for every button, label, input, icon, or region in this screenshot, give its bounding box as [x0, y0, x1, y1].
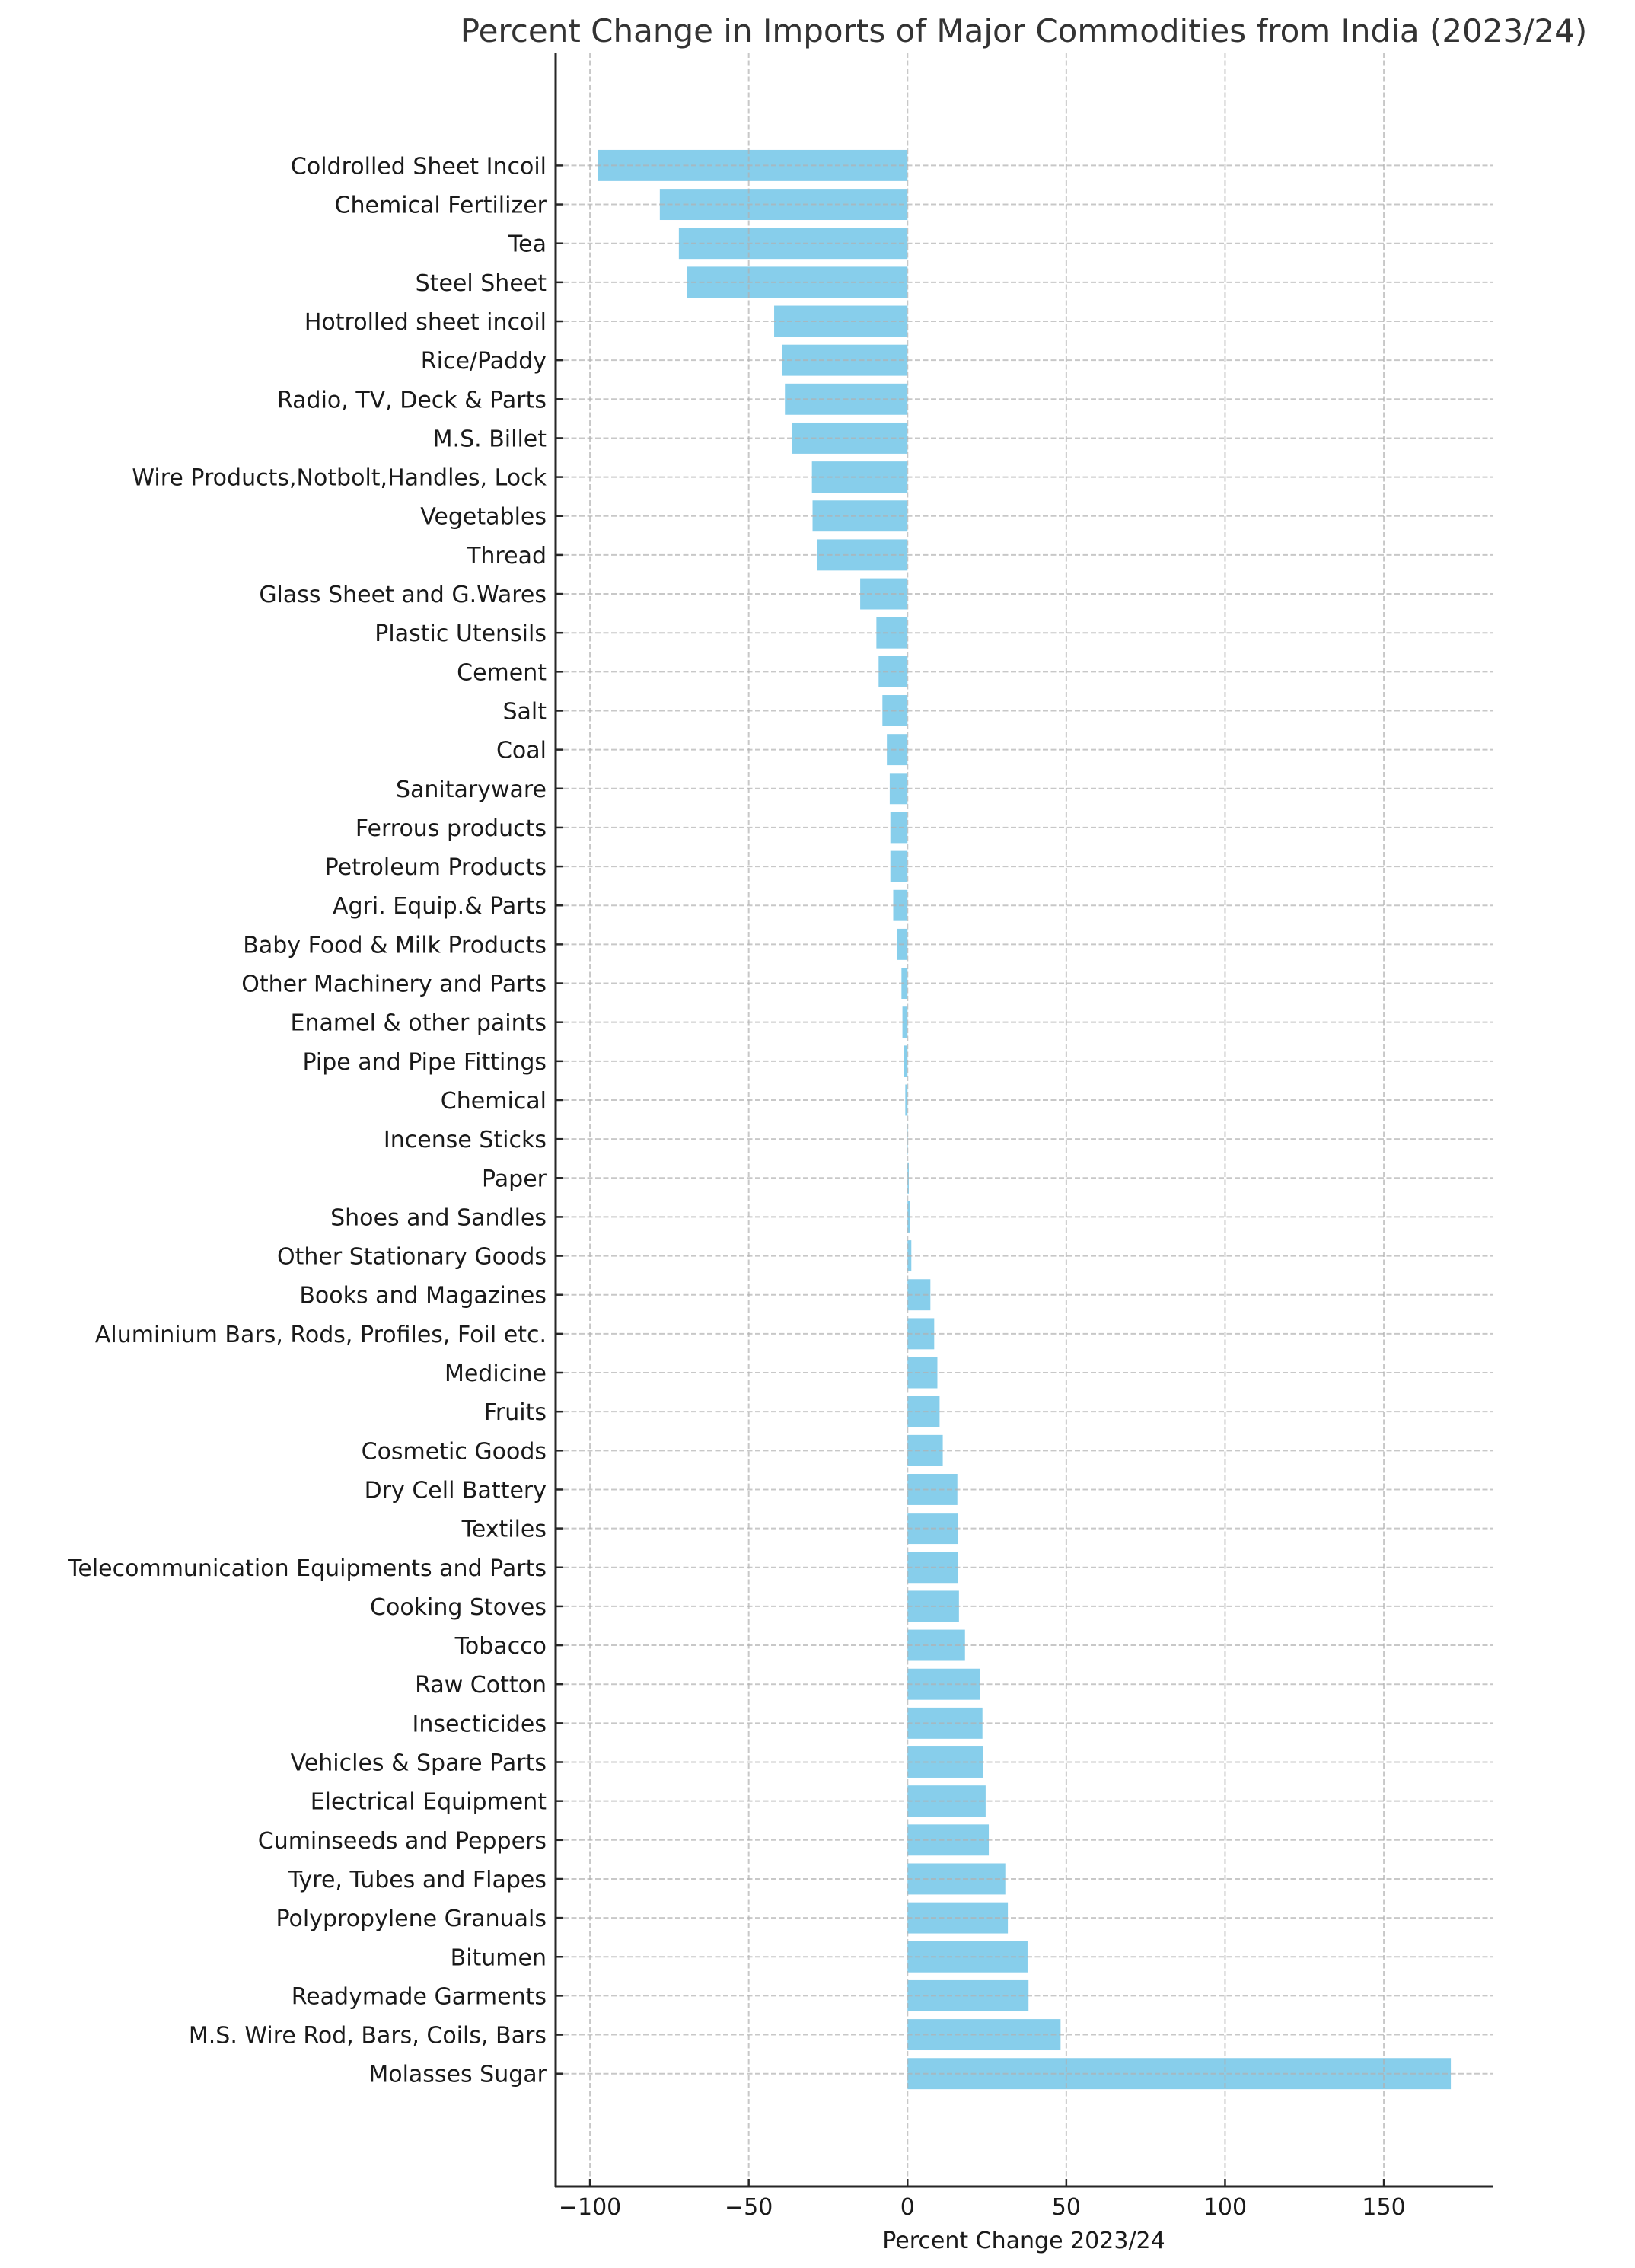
- y-tick-label: Medicine: [445, 1360, 547, 1387]
- y-tick-label: Coldrolled Sheet Incoil: [291, 153, 547, 180]
- x-tick-label: 0: [900, 2194, 915, 2221]
- y-tick-label: Sanitaryware: [396, 777, 547, 803]
- y-tick-label: Fruits: [484, 1399, 547, 1426]
- y-tick-label: Plastic Utensils: [374, 620, 547, 647]
- y-tick-label: Paper: [482, 1166, 547, 1192]
- x-tick-label: 100: [1203, 2194, 1247, 2221]
- y-tick-label: Cosmetic Goods: [362, 1438, 547, 1465]
- y-tick-label: Tyre, Tubes and Flapes: [288, 1867, 547, 1893]
- bar: [890, 812, 908, 844]
- y-axis-ticks: Coldrolled Sheet Incoil Chemical Fertiliz…: [67, 153, 563, 2088]
- x-tick-label: −50: [725, 2194, 773, 2221]
- x-axis-ticks: −100 −50 0 50 100 150: [559, 2179, 1406, 2221]
- y-tick-label: Readymade Garments: [292, 1983, 547, 2010]
- bar: [890, 850, 908, 882]
- y-tick-label: Chemical: [441, 1088, 547, 1115]
- y-tick-label: Textiles: [461, 1517, 547, 1543]
- bar: [792, 422, 908, 454]
- y-tick-label: Molasses Sugar: [368, 2062, 547, 2088]
- x-tick-label: 150: [1362, 2194, 1405, 2221]
- y-tick-label: Raw Cotton: [415, 1672, 547, 1699]
- bar: [678, 228, 908, 260]
- y-tick-label: M.S. Wire Rod, Bars, Coils, Bars: [189, 2023, 547, 2049]
- y-tick-label: Ferrous products: [355, 815, 547, 842]
- y-tick-label: Incense Sticks: [384, 1127, 547, 1153]
- y-tick-label: Coal: [496, 738, 547, 764]
- x-axis-label: Percent Change 2023/24: [882, 2228, 1165, 2254]
- y-tick-label: Insecticides: [413, 1711, 547, 1737]
- y-tick-label: Salt: [502, 698, 547, 725]
- y-tick-label: M.S. Billet: [433, 426, 547, 452]
- bar: [901, 968, 908, 999]
- y-tick-label: Rice/Paddy: [421, 348, 547, 375]
- y-tick-label: Telecommunication Equipments and Parts: [67, 1555, 547, 1582]
- y-tick-label: Radio, TV, Deck & Parts: [277, 387, 547, 413]
- y-tick-label: Thread: [466, 543, 547, 569]
- y-tick-label: Steel Sheet: [416, 270, 547, 297]
- y-tick-label: Cuminseeds and Peppers: [258, 1828, 547, 1855]
- y-tick-label: Cement: [457, 659, 547, 686]
- bar: [887, 734, 908, 766]
- y-tick-label: Other Machinery and Parts: [241, 971, 547, 998]
- y-tick-label: Baby Food & Milk Products: [243, 932, 547, 959]
- y-tick-label: Petroleum Products: [325, 854, 547, 881]
- y-tick-label: Dry Cell Battery: [365, 1477, 547, 1504]
- bars-group: [598, 149, 1452, 2090]
- y-tick-label: Other Stationary Goods: [277, 1244, 547, 1271]
- y-tick-label: Tea: [508, 231, 547, 258]
- y-tick-label: Cooking Stoves: [370, 1594, 547, 1621]
- bar: [902, 1006, 908, 1038]
- y-tick-label: Enamel & other paints: [291, 1010, 547, 1037]
- y-tick-label: Polypropylene Granuals: [276, 1906, 547, 1932]
- x-tick-label: 50: [1052, 2194, 1081, 2221]
- bar: [905, 1084, 908, 1116]
- y-tick-label: Tobacco: [454, 1633, 547, 1660]
- x-tick-label: −100: [559, 2194, 621, 2221]
- y-tick-label: Vegetables: [420, 504, 547, 531]
- y-tick-label: Electrical Equipment: [311, 1789, 547, 1816]
- y-tick-label: Books and Magazines: [299, 1283, 547, 1309]
- y-tick-label: Vehicles & Spare Parts: [291, 1750, 547, 1777]
- y-tick-label: Wire Products,Notbolt,Handles, Lock: [132, 465, 547, 492]
- y-tick-label: Aluminium Bars, Rods, Profiles, Foil etc…: [95, 1322, 547, 1348]
- chart-title: Percent Change in Imports of Major Commo…: [461, 12, 1587, 49]
- y-tick-label: Pipe and Pipe Fittings: [302, 1049, 547, 1076]
- y-tick-label: Shoes and Sandles: [330, 1204, 547, 1231]
- bar: [904, 1045, 908, 1077]
- y-tick-label: Hotrolled sheet incoil: [304, 309, 547, 336]
- y-tick-label: Chemical Fertilizer: [335, 193, 547, 219]
- y-tick-label: Bitumen: [451, 1944, 547, 1971]
- y-tick-label: Glass Sheet and G.Wares: [259, 582, 547, 608]
- bar: [889, 773, 908, 805]
- y-tick-label: Agri. Equip.& Parts: [333, 893, 547, 920]
- grid-lines: [563, 53, 1493, 2179]
